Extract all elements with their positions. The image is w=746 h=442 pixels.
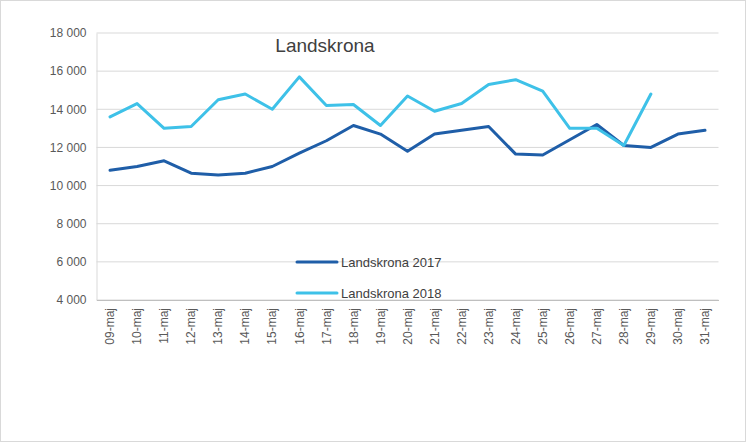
series-line — [110, 125, 705, 176]
plot-lines — [110, 77, 705, 175]
y-tick: 6 000 — [56, 255, 96, 269]
series-line — [110, 77, 651, 146]
legend-item: Landskrona 2018 — [297, 286, 441, 301]
y-axis: 4 000 6 000 8 000 10 000 12 000 14 000 16 000 1… — [50, 26, 97, 307]
x-tick-label: 12-maj — [184, 308, 198, 345]
x-tick: 25-maj — [536, 300, 550, 345]
y-tick: 12 000 — [50, 141, 97, 155]
x-tick-label: 18-maj — [347, 308, 361, 345]
y-tick-label: 18 000 — [50, 26, 87, 40]
x-axis: 09-maj 10-maj 11-maj 12-maj 13-maj 14-maj 15-m… — [97, 300, 719, 345]
x-tick-label: 23-maj — [482, 308, 496, 345]
legend-label: Landskrona 2018 — [341, 286, 441, 301]
grid-line — [97, 33, 719, 34]
grid-line — [97, 109, 719, 110]
chart-frame — [1, 1, 746, 442]
x-tick-label: 15-maj — [265, 308, 279, 345]
x-tick: 24-maj — [509, 300, 523, 345]
x-tick-label: 16-maj — [293, 308, 307, 345]
x-tick-label: 19-maj — [374, 308, 388, 345]
grid-line — [97, 223, 719, 224]
y-tick-label: 16 000 — [50, 64, 87, 78]
x-tick: 30-maj — [671, 300, 685, 345]
x-tick: 29-maj — [644, 300, 658, 345]
x-tick: 26-maj — [563, 300, 577, 345]
legend-swatch — [297, 261, 337, 264]
x-tick-label: 20-maj — [401, 308, 415, 345]
y-tick: 4 000 — [56, 293, 96, 307]
legend-label: Landskrona 2017 — [341, 255, 441, 270]
legend-swatch — [297, 292, 337, 295]
y-tick-label: 6 000 — [56, 255, 86, 269]
x-tick: 10-maj — [130, 300, 144, 345]
x-tick-label: 21-maj — [428, 308, 442, 345]
x-tick-label: 09-maj — [103, 308, 117, 345]
y-tick-label: 4 000 — [56, 293, 86, 307]
x-tick: 22-maj — [455, 300, 469, 345]
grid — [97, 33, 719, 300]
x-tick: 17-maj — [320, 300, 334, 345]
legend-item: Landskrona 2017 — [297, 255, 441, 270]
y-tick-label: 10 000 — [50, 179, 87, 193]
x-tick-label: 14-maj — [238, 308, 252, 345]
chart: 4 000 6 000 8 000 10 000 12 000 14 000 16 000 1… — [0, 0, 746, 442]
title: Landskrona — [275, 35, 375, 56]
x-tick: 16-maj — [293, 300, 307, 345]
x-tick: 09-maj — [103, 300, 117, 345]
x-tick: 15-maj — [265, 300, 279, 345]
x-tick-label: 28-maj — [617, 308, 631, 345]
legend: Landskrona 2017 Landskrona 2018 — [297, 255, 441, 301]
grid-line — [97, 71, 719, 72]
x-tick: 23-maj — [482, 300, 496, 345]
y-tick-label: 8 000 — [56, 217, 86, 231]
y-tick: 8 000 — [56, 217, 96, 231]
x-tick-label: 24-maj — [509, 308, 523, 345]
x-tick-label: 29-maj — [644, 308, 658, 345]
x-tick-label: 25-maj — [536, 308, 550, 345]
y-axis-line — [97, 34, 98, 301]
x-tick: 18-maj — [347, 300, 361, 345]
y-tick-label: 12 000 — [50, 141, 87, 155]
x-tick-label: 30-maj — [671, 308, 685, 345]
y-tick: 14 000 — [50, 103, 97, 117]
x-tick-label: 11-maj — [157, 308, 171, 344]
grid-line — [97, 185, 719, 186]
x-tick: 21-maj — [428, 300, 442, 345]
x-tick-label: 10-maj — [130, 308, 144, 345]
x-tick: 12-maj — [184, 300, 198, 345]
x-tick-label: 31-maj — [698, 308, 712, 345]
x-tick-label: 22-maj — [455, 308, 469, 345]
x-tick: 28-maj — [617, 300, 631, 345]
x-tick: 13-maj — [211, 300, 225, 345]
y-tick-label: 14 000 — [50, 103, 87, 117]
x-tick: 11-maj — [157, 300, 171, 344]
x-tick: 14-maj — [238, 300, 252, 345]
x-tick: 20-maj — [401, 300, 415, 345]
y-tick: 16 000 — [50, 64, 97, 78]
y-tick: 10 000 — [50, 179, 97, 193]
x-tick-label: 26-maj — [563, 308, 577, 345]
x-tick: 31-maj — [698, 300, 712, 345]
x-tick: 19-maj — [374, 300, 388, 345]
x-tick-label: 13-maj — [211, 308, 225, 345]
x-tick: 27-maj — [590, 300, 604, 345]
x-tick-label: 27-maj — [590, 308, 604, 345]
y-tick: 18 000 — [50, 26, 97, 40]
x-tick-label: 17-maj — [320, 308, 334, 345]
